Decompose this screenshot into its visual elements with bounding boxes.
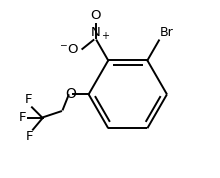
Text: +: +	[101, 31, 108, 41]
Text: $^{-}$O: $^{-}$O	[59, 43, 79, 56]
Text: Br: Br	[160, 27, 174, 40]
Text: O: O	[90, 9, 101, 22]
Text: O: O	[65, 87, 76, 101]
Text: F: F	[19, 111, 26, 124]
Text: F: F	[26, 130, 33, 143]
Text: N: N	[91, 27, 101, 40]
Text: F: F	[24, 93, 32, 106]
